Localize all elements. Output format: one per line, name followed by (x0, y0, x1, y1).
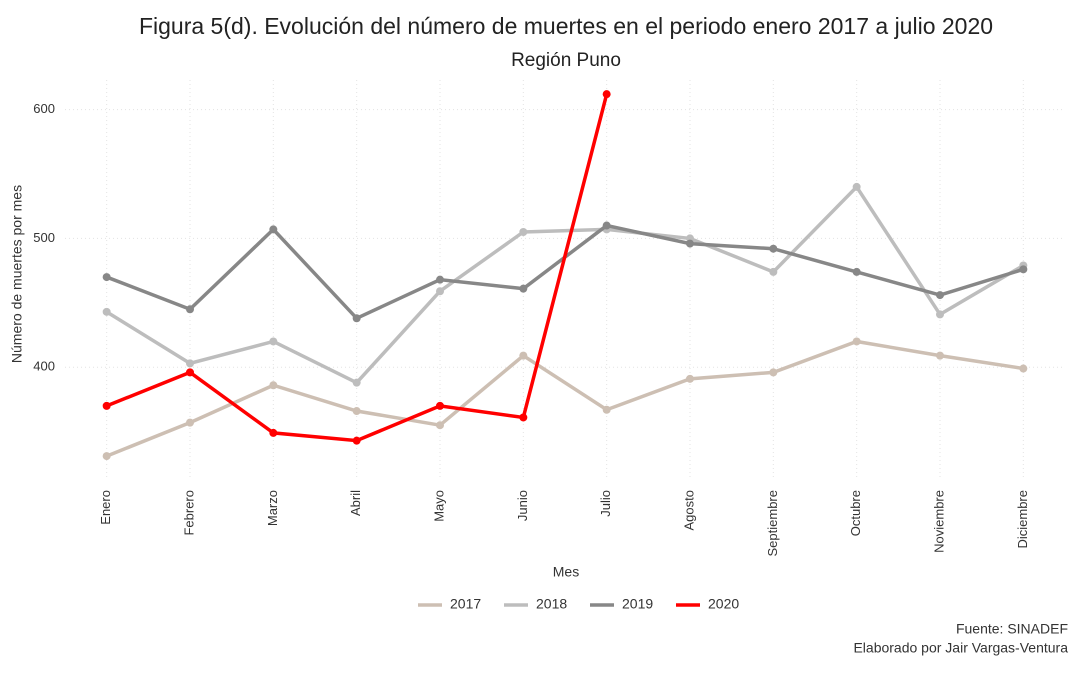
data-point (186, 418, 194, 427)
x-tick-label: Mayo (431, 490, 446, 522)
caption: Elaborado por Jair Vargas-Ventura (853, 640, 1068, 656)
data-point (852, 337, 861, 346)
caption: Fuente: SINADEF (956, 621, 1068, 637)
x-tick-label: Octubre (848, 490, 863, 536)
data-point (769, 267, 778, 276)
x-tick-label: Noviembre (931, 490, 946, 553)
chart-title: Figura 5(d). Evolución del número de mue… (139, 13, 993, 39)
data-point (352, 407, 361, 416)
y-tick-label: 400 (33, 359, 55, 374)
x-tick-label: Febrero (181, 490, 196, 536)
x-tick-label: Enero (98, 490, 113, 525)
data-point (269, 337, 278, 346)
legend-label: 2018 (536, 596, 567, 612)
data-point (186, 368, 194, 377)
data-point (352, 314, 361, 323)
data-point (186, 305, 194, 314)
data-point (352, 378, 361, 387)
legend-label: 2019 (622, 596, 653, 612)
chart-subtitle: Región Puno (511, 50, 621, 71)
series-line (105, 184, 1025, 385)
legend-label: 2017 (450, 596, 481, 612)
data-point (269, 225, 278, 234)
data-point (686, 239, 694, 248)
data-point (519, 413, 528, 422)
data-point (936, 310, 944, 319)
legend-label: 2020 (708, 596, 739, 612)
data-point (102, 401, 111, 410)
data-point (436, 275, 444, 284)
x-tick-label: Abril (348, 490, 363, 516)
data-point (936, 351, 944, 360)
y-tick-label: 500 (33, 230, 55, 245)
data-point (436, 421, 444, 430)
x-tick-label: Diciembre (1015, 490, 1030, 549)
data-point (1019, 364, 1028, 373)
data-point (436, 401, 444, 410)
data-point (352, 436, 361, 445)
x-tick-label: Julio (598, 490, 613, 517)
data-point (102, 452, 111, 461)
data-point (436, 287, 444, 296)
y-axis-label: Número de muertes por mes (9, 185, 25, 363)
data-point (269, 428, 278, 437)
series-line (106, 223, 1024, 321)
data-point (686, 374, 694, 383)
data-point (102, 273, 111, 282)
data-point (936, 291, 944, 300)
data-point (602, 221, 611, 230)
x-tick-label: Agosto (681, 490, 696, 530)
x-axis-label: Mes (553, 564, 579, 580)
data-point (1019, 265, 1028, 274)
x-tick-label: Junio (515, 490, 530, 521)
x-tick-label: Marzo (265, 490, 280, 526)
data-point (769, 244, 778, 253)
data-point (852, 182, 861, 191)
data-point (519, 227, 528, 236)
data-point (269, 381, 278, 390)
data-point (519, 284, 528, 293)
y-tick-label: 600 (33, 101, 55, 116)
data-point (769, 368, 778, 377)
data-point (102, 307, 111, 316)
data-point (186, 359, 194, 368)
data-point (602, 90, 611, 99)
data-point (519, 351, 528, 360)
data-point (602, 405, 611, 414)
series-line (106, 339, 1024, 458)
data-point (852, 267, 861, 276)
x-tick-label: Septiembre (765, 490, 780, 556)
